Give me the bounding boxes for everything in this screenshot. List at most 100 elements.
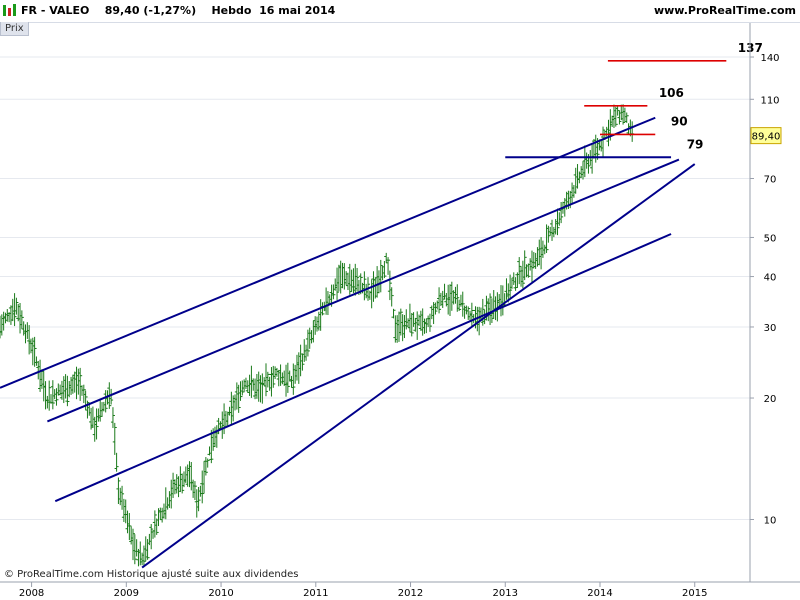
instrument-title: FR - VALEO 89,40 (-1,27%) Hebdo 16 mai 2… — [21, 4, 335, 17]
chart-header: FR - VALEO 89,40 (-1,27%) Hebdo 16 mai 2… — [0, 0, 800, 23]
y-tick-label: 40 — [764, 273, 777, 284]
ohlc-bar — [382, 260, 387, 279]
ohlc-bar — [320, 302, 325, 316]
trend-lines — [0, 116, 696, 569]
ohlc-bar — [205, 458, 210, 468]
y-tick-label: 140 — [760, 53, 779, 64]
y-tick-label: 30 — [764, 323, 777, 334]
ohlc-bar — [19, 310, 24, 329]
y-tick-label: 50 — [764, 233, 777, 244]
last-price-tag: 89,40 — [750, 127, 782, 145]
site-url[interactable]: www.ProRealTime.com — [653, 4, 796, 17]
ohlc-bar — [305, 329, 310, 357]
ohlc-bar — [85, 400, 90, 419]
ohlc-bar — [78, 367, 83, 401]
y-tick-label: 10 — [764, 515, 777, 526]
ohlc-bar — [83, 390, 88, 411]
ohlc-bar — [32, 336, 37, 367]
ohlc-bar — [12, 293, 17, 327]
ohlc-bar — [152, 510, 157, 538]
ohlc-bar — [427, 313, 432, 332]
ohlc-bar — [285, 362, 290, 393]
trend-line — [54, 233, 672, 503]
ohlc-bar — [389, 287, 394, 307]
ohlc-bar — [488, 293, 493, 326]
ohlc-bar — [192, 481, 197, 501]
ohlc-bar — [544, 224, 549, 253]
ohlc-bar — [355, 267, 360, 292]
ohlc-bar — [546, 225, 551, 243]
ohlc-bar — [50, 380, 55, 410]
ohlc-bar — [624, 112, 629, 123]
ohlc-bar — [116, 477, 121, 505]
candlestick-icon — [3, 4, 16, 16]
ohlc-bar — [263, 363, 268, 397]
x-tick-label: 2008 — [19, 588, 44, 599]
period-label: Hebdo — [211, 4, 252, 17]
price-bars — [0, 104, 635, 568]
ohlc-bar — [110, 407, 115, 429]
ohlc-bar — [94, 408, 99, 440]
ohlc-bar — [522, 250, 527, 281]
ohlc-bar — [331, 284, 336, 300]
x-tick-label: 2014 — [587, 588, 612, 599]
ohlc-bar — [130, 528, 135, 561]
ohlc-bar — [236, 384, 241, 413]
ohlc-bar — [601, 126, 606, 158]
x-tick-label: 2010 — [208, 588, 233, 599]
ohlc-bar — [112, 422, 117, 455]
x-tick-label: 2015 — [682, 588, 707, 599]
trend-line — [0, 116, 656, 389]
instrument-name: FR - VALEO — [21, 4, 90, 17]
panel-label-prix[interactable]: Prix — [0, 22, 29, 36]
ohlc-bar — [335, 267, 340, 300]
ohlc-bar — [391, 308, 396, 319]
ohlc-bar — [433, 302, 438, 315]
ohlc-bar — [613, 106, 618, 127]
ohlc-bar — [109, 388, 114, 405]
ohlc-bar — [81, 384, 86, 404]
last-price-value: 89,40 — [752, 132, 781, 143]
ohlc-bar — [200, 470, 205, 504]
ohlc-bar — [300, 353, 305, 371]
level-label: 90 — [671, 114, 688, 128]
ohlc-bar — [14, 297, 19, 315]
ohlc-bar — [457, 299, 462, 312]
ohlc-bar — [114, 452, 119, 472]
ohlc-bar — [54, 388, 59, 406]
x-tick-label: 2009 — [114, 588, 139, 599]
y-tick-label: 70 — [764, 174, 777, 185]
y-tick-label: 110 — [760, 95, 779, 106]
ohlc-bar — [127, 513, 132, 541]
x-tick-label: 2013 — [493, 588, 518, 599]
ohlc-bar — [362, 271, 367, 301]
ohlc-bar — [203, 457, 208, 476]
ohlc-bar — [455, 284, 460, 312]
level-label: 79 — [687, 137, 704, 151]
ohlc-bar — [559, 202, 564, 224]
ohlc-bar — [120, 485, 125, 510]
ohlc-bar — [291, 363, 296, 395]
ohlc-bar — [437, 287, 442, 314]
ohlc-bar — [103, 390, 108, 413]
trend-line — [46, 158, 680, 423]
ohlc-bar — [460, 291, 465, 317]
x-tick-label: 2012 — [398, 588, 423, 599]
footer-note: © ProRealTime.com Historique ajusté suit… — [4, 569, 299, 580]
ohlc-bar — [621, 104, 626, 125]
x-tick-label: 2011 — [303, 588, 328, 599]
ohlc-bar — [466, 306, 471, 320]
trend-line — [141, 163, 696, 569]
ohlc-bar — [132, 534, 137, 565]
ohlc-bar — [520, 260, 525, 289]
price-quote: 89,40 (-1,27%) — [104, 4, 197, 17]
level-label: 106 — [659, 86, 684, 100]
ohlc-bar — [526, 263, 531, 278]
ohlc-bar — [149, 524, 154, 550]
ohlc-bar — [47, 380, 52, 411]
ohlc-bar — [555, 208, 560, 236]
ohlc-bar — [180, 473, 185, 494]
ohlc-bar — [409, 312, 414, 337]
